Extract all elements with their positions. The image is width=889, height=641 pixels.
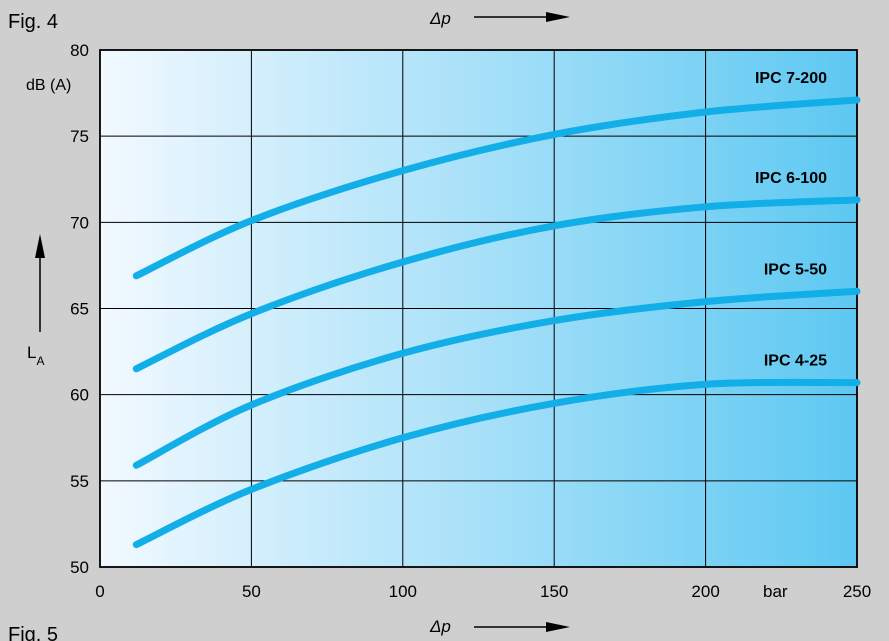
series-layer <box>132 96 861 549</box>
y-tick-label-50: 50 <box>70 558 89 577</box>
y-tick-label-65: 65 <box>70 300 89 319</box>
series-line-ipc-5-50 <box>132 287 861 469</box>
y-axis-label-symbol: L <box>27 343 36 362</box>
y-tick-label-80: 80 <box>70 41 89 60</box>
figure-label-top: Fig. 4 <box>8 11 58 33</box>
series-label-ipc-7-200: IPC 7-200 <box>755 70 827 87</box>
x-tick-labels: 0 50 100 150 200 250 <box>95 582 871 601</box>
x-tick-label-50: 50 <box>242 582 261 601</box>
x-tick-label-150: 150 <box>540 582 568 601</box>
x-axis-label-top: Δp <box>429 9 451 28</box>
series-line-ipc-6-100 <box>132 196 861 373</box>
y-tick-label-55: 55 <box>70 472 89 491</box>
series-labels: IPC 7-200 IPC 6-100 IPC 5-50 IPC 4-25 <box>755 70 827 370</box>
x-axis-arrow-bottom <box>474 622 570 632</box>
y-tick-label-60: 60 <box>70 386 89 405</box>
grid-lines <box>100 50 857 567</box>
x-axis-label-bottom: Δp <box>429 617 451 636</box>
x-tick-label-0: 0 <box>95 582 104 601</box>
y-unit-label: dB (A) <box>26 77 71 94</box>
figure-label-bottom: Fig. 5 <box>8 624 58 641</box>
y-tick-label-75: 75 <box>70 127 89 146</box>
y-axis-label: LA <box>27 343 44 368</box>
y-axis-label-subscript: A <box>36 354 44 368</box>
x-tick-label-200: 200 <box>691 582 719 601</box>
series-label-ipc-5-50: IPC 5-50 <box>764 261 827 278</box>
y-axis-arrow <box>35 234 45 332</box>
y-tick-label-70: 70 <box>70 213 89 232</box>
series-label-ipc-6-100: IPC 6-100 <box>755 170 827 187</box>
series-line-ipc-4-25 <box>132 378 861 549</box>
y-tick-labels: 50 55 60 65 70 75 80 <box>70 41 89 577</box>
series-label-ipc-4-25: IPC 4-25 <box>764 353 827 370</box>
series-line-ipc-7-200 <box>132 96 861 280</box>
x-tick-label-100: 100 <box>389 582 417 601</box>
x-axis-arrow-top <box>474 12 570 22</box>
x-unit-label: bar <box>763 582 788 601</box>
x-tick-label-250: 250 <box>843 582 871 601</box>
